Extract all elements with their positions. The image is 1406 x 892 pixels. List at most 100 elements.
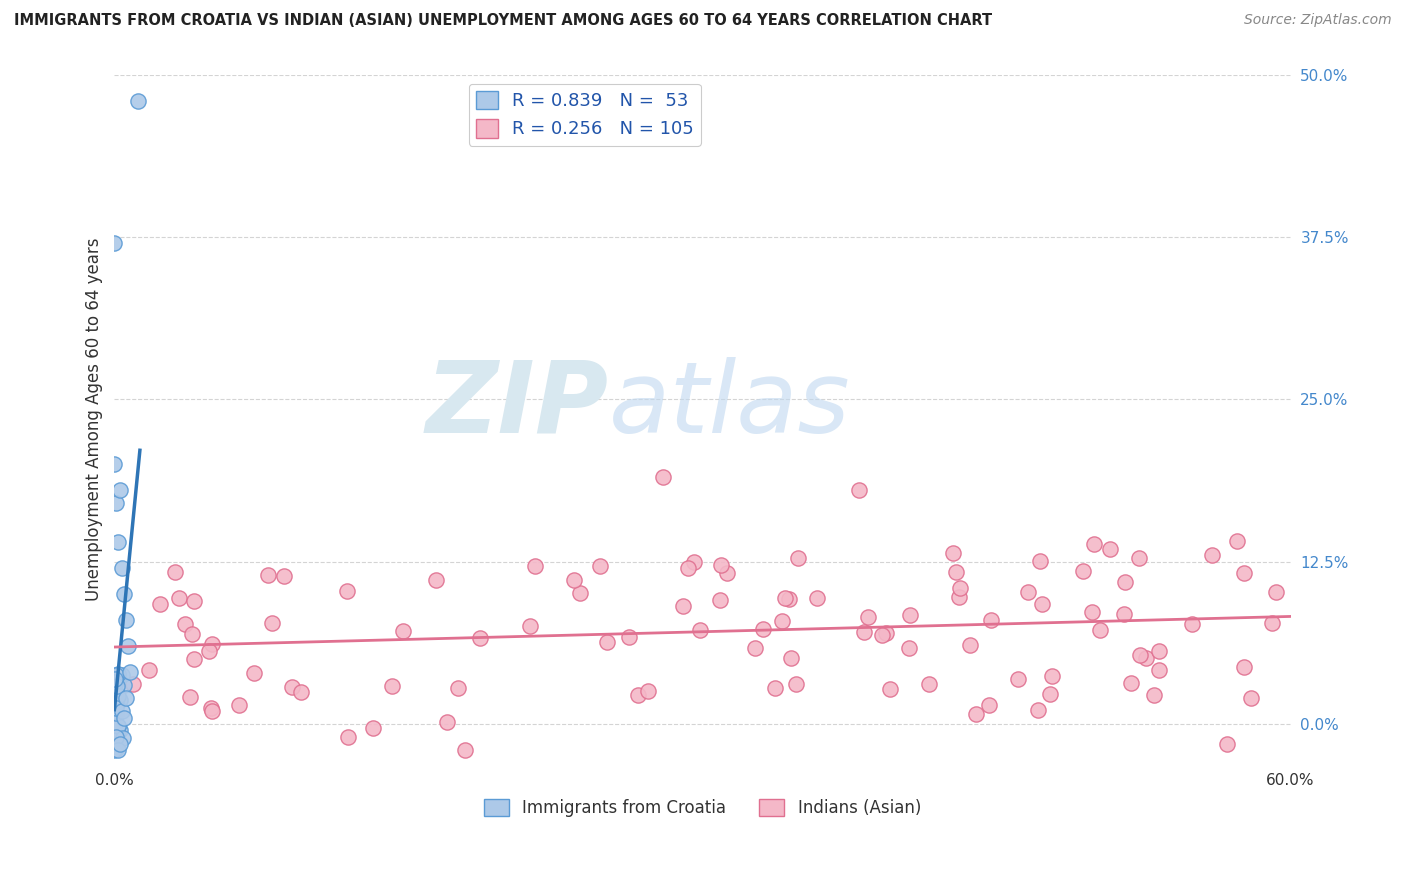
Point	[716, 566, 738, 581]
Point	[105, 693, 128, 707]
Point	[519, 619, 541, 633]
Point	[392, 624, 415, 638]
Point	[104, 687, 127, 701]
Point	[637, 684, 659, 698]
Point	[848, 483, 870, 498]
Point	[105, 496, 128, 510]
Point	[1114, 575, 1136, 590]
Point	[425, 574, 447, 588]
Point	[683, 555, 706, 569]
Point	[107, 535, 129, 549]
Point	[652, 470, 675, 484]
Point	[468, 631, 491, 645]
Point	[752, 622, 775, 636]
Point	[436, 715, 458, 730]
Point	[112, 711, 135, 725]
Point	[112, 678, 135, 692]
Point	[763, 681, 786, 695]
Point	[260, 616, 283, 631]
Point	[104, 668, 127, 682]
Point	[1031, 597, 1053, 611]
Point	[201, 705, 224, 719]
Point	[120, 665, 142, 680]
Point	[104, 706, 127, 721]
Point	[104, 723, 127, 738]
Point	[104, 672, 127, 686]
Text: atlas: atlas	[609, 357, 851, 453]
Point	[105, 720, 128, 734]
Point	[103, 458, 125, 472]
Text: Source: ZipAtlas.com: Source: ZipAtlas.com	[1244, 13, 1392, 28]
Point	[104, 711, 127, 725]
Point	[105, 727, 128, 741]
Point	[900, 607, 922, 622]
Point	[110, 737, 132, 751]
Point	[1215, 737, 1237, 751]
Point	[110, 483, 132, 498]
Point	[281, 680, 304, 694]
Point	[103, 739, 125, 754]
Point	[337, 730, 360, 744]
Point	[1083, 537, 1105, 551]
Point	[105, 687, 128, 701]
Point	[363, 721, 385, 735]
Point	[562, 573, 585, 587]
Point	[108, 723, 131, 737]
Text: ZIP: ZIP	[426, 357, 609, 453]
Point	[108, 693, 131, 707]
Point	[1240, 691, 1263, 706]
Point	[104, 675, 127, 690]
Point	[115, 613, 138, 627]
Point	[524, 558, 547, 573]
Point	[104, 700, 127, 714]
Point	[595, 635, 617, 649]
Point	[1026, 703, 1049, 717]
Point	[103, 743, 125, 757]
Point	[105, 737, 128, 751]
Point	[201, 637, 224, 651]
Point	[105, 688, 128, 702]
Point	[1017, 584, 1039, 599]
Point	[103, 677, 125, 691]
Point	[104, 714, 127, 728]
Point	[107, 743, 129, 757]
Point	[111, 667, 134, 681]
Point	[107, 689, 129, 703]
Point	[959, 639, 981, 653]
Point	[1226, 533, 1249, 548]
Point	[853, 625, 876, 640]
Point	[228, 698, 250, 712]
Point	[107, 667, 129, 681]
Point	[856, 610, 879, 624]
Point	[290, 685, 312, 699]
Point	[447, 681, 470, 696]
Point	[569, 585, 592, 599]
Point	[977, 698, 1000, 712]
Point	[169, 591, 191, 605]
Point	[105, 700, 128, 714]
Point	[180, 626, 202, 640]
Point	[1081, 605, 1104, 619]
Point	[105, 679, 128, 693]
Point	[453, 743, 475, 757]
Point	[174, 616, 197, 631]
Point	[104, 731, 127, 745]
Text: IMMIGRANTS FROM CROATIA VS INDIAN (ASIAN) UNEMPLOYMENT AMONG AGES 60 TO 64 YEARS: IMMIGRANTS FROM CROATIA VS INDIAN (ASIAN…	[14, 13, 993, 29]
Point	[104, 706, 127, 721]
Point	[806, 591, 828, 606]
Point	[918, 677, 941, 691]
Point	[672, 599, 695, 613]
Point	[179, 690, 201, 704]
Point	[104, 709, 127, 723]
Point	[115, 691, 138, 706]
Point	[778, 591, 800, 606]
Point	[1129, 648, 1152, 662]
Point	[107, 672, 129, 686]
Point	[138, 664, 160, 678]
Point	[773, 591, 796, 605]
Point	[627, 688, 650, 702]
Point	[381, 679, 404, 693]
Point	[256, 568, 278, 582]
Point	[1029, 554, 1052, 568]
Point	[710, 558, 733, 573]
